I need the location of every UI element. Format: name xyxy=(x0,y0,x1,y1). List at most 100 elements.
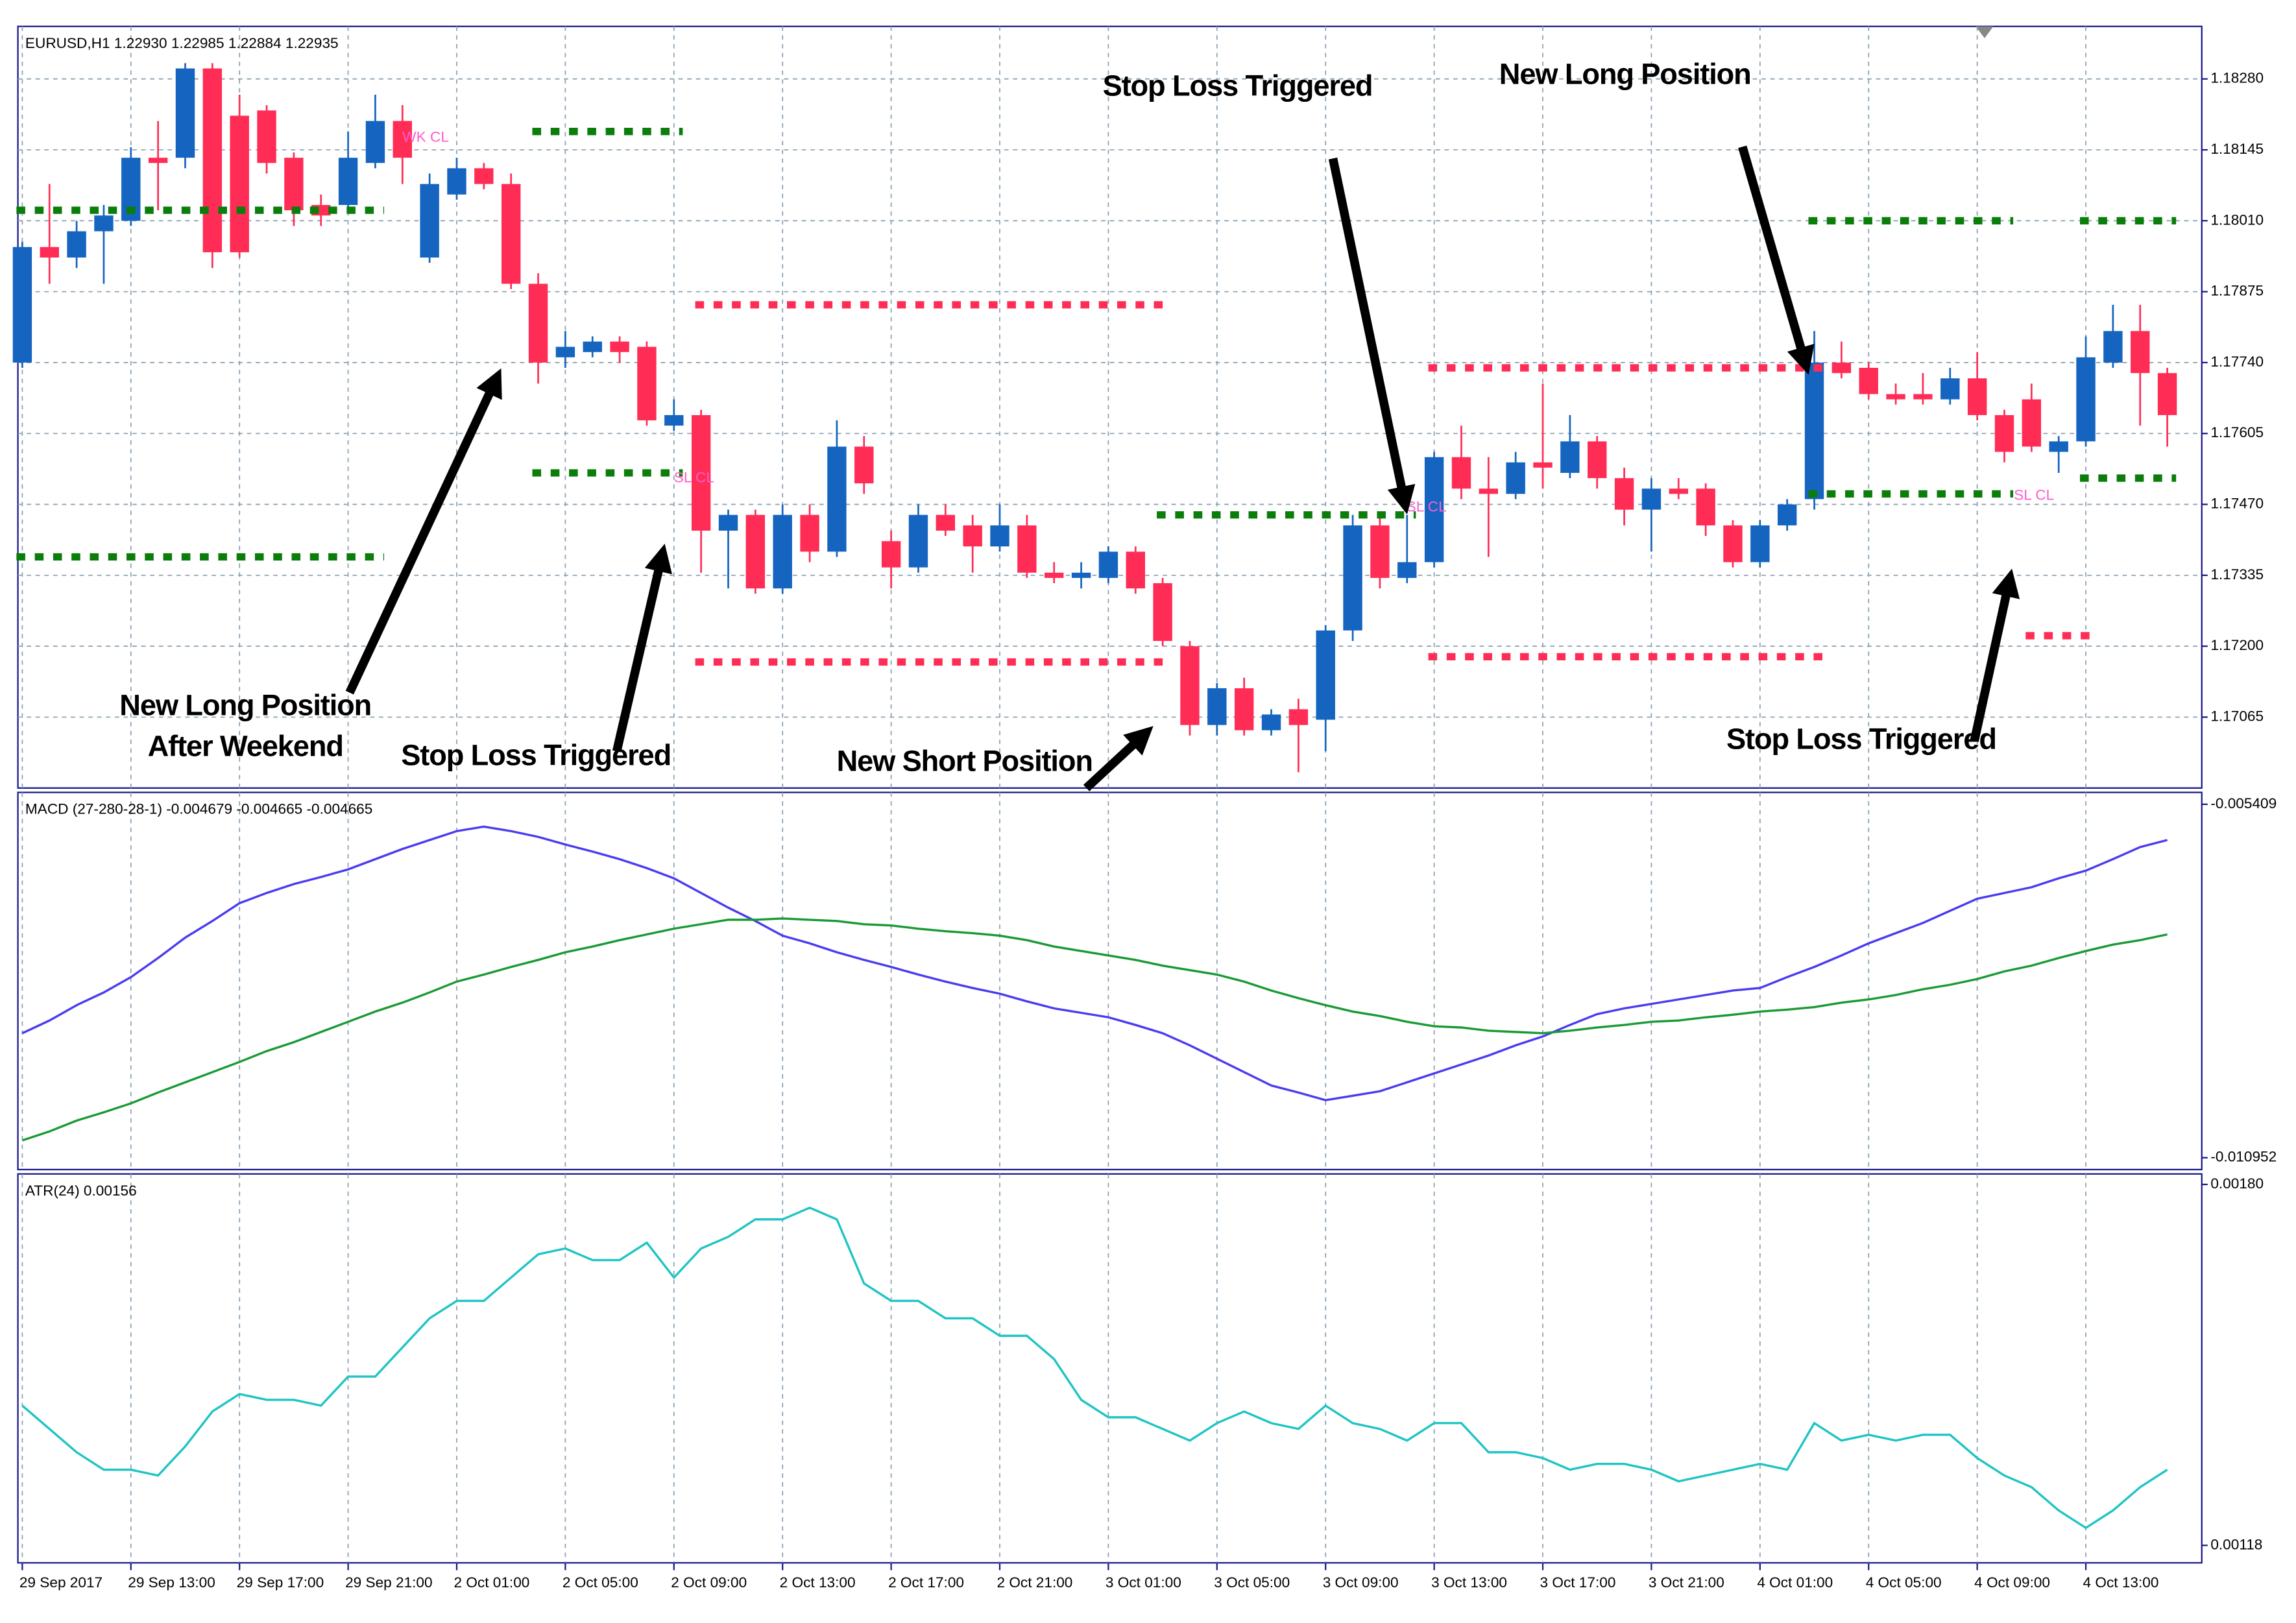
panel-title: MACD (27-280-28-1) -0.004679 -0.004665 -… xyxy=(25,801,372,817)
candle-body xyxy=(501,184,521,284)
y-tick-label: 1.17065 xyxy=(2210,708,2264,724)
candle-body xyxy=(718,514,738,531)
candle-body xyxy=(257,110,276,163)
x-tick-label: 2 Oct 01:00 xyxy=(453,1574,529,1591)
candle-body xyxy=(908,514,928,568)
candle-body xyxy=(936,514,956,531)
y-tick-label: -0.005409 xyxy=(2210,795,2277,812)
x-tick-label: 29 Sep 2017 xyxy=(19,1574,103,1591)
x-tick-label: 4 Oct 13:00 xyxy=(2083,1574,2159,1591)
candle-body xyxy=(1098,551,1118,578)
arrow xyxy=(1970,568,2020,742)
candle-body xyxy=(1723,525,1743,562)
candle-body xyxy=(1180,646,1200,725)
candle-body xyxy=(1831,362,1852,374)
candle-body xyxy=(94,215,114,232)
candle-body xyxy=(990,525,1009,547)
arrow xyxy=(1328,157,1416,514)
price-panel xyxy=(17,25,2203,789)
candle-body xyxy=(1913,394,1933,400)
candle-body xyxy=(528,283,548,363)
candle-body xyxy=(854,446,874,484)
y-tick-label: 0.00180 xyxy=(2210,1175,2264,1192)
candle-body xyxy=(365,121,385,163)
candle-body xyxy=(1804,362,1824,499)
candle-body xyxy=(2076,357,2096,442)
candle-body xyxy=(420,184,439,258)
x-tick-label: 3 Oct 01:00 xyxy=(1106,1574,1181,1591)
candle-body xyxy=(664,415,684,426)
x-tick-label: 29 Sep 17:00 xyxy=(237,1574,324,1591)
candle-body xyxy=(1940,378,1960,400)
candle-body xyxy=(1017,525,1037,573)
x-tick-label: 4 Oct 01:00 xyxy=(1757,1574,1833,1591)
annotation: New Long Position xyxy=(119,688,371,721)
arrow xyxy=(345,368,502,695)
candle-body xyxy=(1750,525,1770,562)
y-tick-label: 1.17740 xyxy=(2210,354,2264,370)
candle-body xyxy=(2157,373,2177,415)
x-tick-label: 2 Oct 09:00 xyxy=(671,1574,747,1591)
candle-body xyxy=(1859,368,1878,394)
candle-body xyxy=(1588,441,1607,479)
candle-body xyxy=(474,168,494,184)
candle-body xyxy=(1614,478,1634,510)
y-tick-label: 1.18010 xyxy=(2210,211,2264,228)
candle-body xyxy=(800,514,819,552)
y-tick-label: 1.17470 xyxy=(2210,496,2264,512)
candle-body xyxy=(1071,572,1091,578)
candle-body xyxy=(393,121,413,158)
annotation: Stop Loss Triggered xyxy=(401,738,671,771)
indicator-line xyxy=(21,825,2168,1101)
macd-panel xyxy=(17,791,2203,1171)
candle-body xyxy=(1153,583,1172,642)
candle-body xyxy=(1424,457,1444,562)
candle-body xyxy=(555,346,575,357)
candle-body xyxy=(202,68,223,252)
trade-label: SL CL xyxy=(1407,499,1447,515)
candle-body xyxy=(230,115,249,252)
candle-body xyxy=(1288,709,1309,725)
candle-body xyxy=(338,158,358,206)
y-tick-label: 1.18280 xyxy=(2210,70,2264,86)
candle-body xyxy=(1045,572,1064,578)
shift-marker xyxy=(1976,26,1994,38)
candle-body xyxy=(1343,525,1362,631)
candle-body xyxy=(67,231,86,258)
annotation: New Long Position xyxy=(1499,58,1751,91)
panel-title: EURUSD,H1 1.22930 1.22985 1.22884 1.2293… xyxy=(25,35,339,51)
candle-body xyxy=(1967,378,1987,415)
y-tick-label: 1.17200 xyxy=(2210,637,2264,653)
candle-body xyxy=(1479,488,1499,494)
candle-body xyxy=(773,514,792,589)
candle-body xyxy=(1316,630,1335,720)
trade-label: SL CL xyxy=(674,469,714,485)
candle-body xyxy=(2131,331,2150,374)
candle-body xyxy=(40,246,59,258)
candle-body xyxy=(1451,457,1471,489)
candle-body xyxy=(1370,525,1390,578)
candle-body xyxy=(745,514,766,589)
x-tick-label: 2 Oct 21:00 xyxy=(997,1574,1072,1591)
arrows xyxy=(345,145,2020,791)
annotation: Stop Loss Triggered xyxy=(1726,722,1996,755)
candle-body xyxy=(637,346,657,421)
annotation: New Short Position xyxy=(837,744,1093,777)
candle-body xyxy=(1126,551,1145,589)
panel-title: ATR(24) 0.00156 xyxy=(25,1183,137,1199)
candle-body xyxy=(1506,462,1525,494)
candle-body xyxy=(1533,462,1553,468)
x-tick-label: 2 Oct 05:00 xyxy=(562,1574,638,1591)
candle-body xyxy=(583,341,602,352)
candle-body xyxy=(284,158,304,211)
candle-body xyxy=(610,341,629,352)
candle-body xyxy=(1696,488,1715,525)
arrow xyxy=(1738,145,1815,375)
candle-body xyxy=(1560,441,1580,473)
indicator-line xyxy=(21,1206,2168,1530)
x-tick-label: 2 Oct 17:00 xyxy=(888,1574,964,1591)
candle-body xyxy=(1777,504,1797,525)
